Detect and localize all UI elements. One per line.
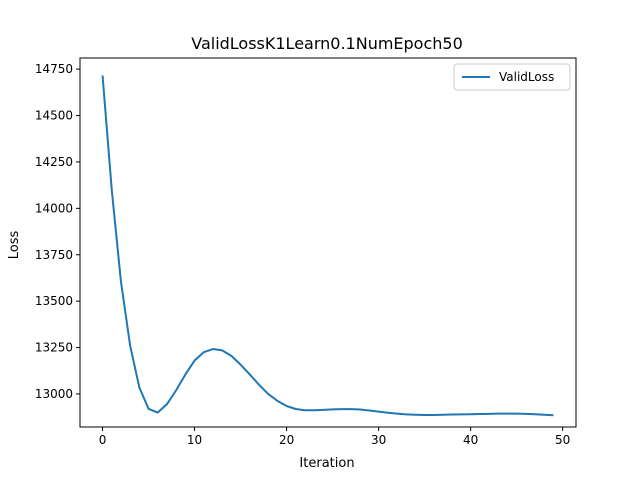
y-tick-label: 14750 xyxy=(35,62,73,76)
plot-area xyxy=(79,57,577,428)
x-tick-label: 40 xyxy=(463,433,478,447)
chart-title: ValidLossK1Learn0.1NumEpoch50 xyxy=(191,34,463,53)
y-tick-label: 13500 xyxy=(35,294,73,308)
x-tick-label: 0 xyxy=(99,433,107,447)
y-axis-ticks: 13000 13250 13500 13750 14000 14250 14500 14750 xyxy=(35,62,80,401)
x-tick-label: 50 xyxy=(555,433,570,447)
y-tick-label: 13750 xyxy=(35,248,73,262)
legend: ValidLoss xyxy=(453,63,571,91)
x-tick-label: 20 xyxy=(279,433,294,447)
x-axis-label: Iteration xyxy=(299,456,354,471)
y-tick-label: 13250 xyxy=(35,341,73,355)
y-tick-label: 14500 xyxy=(35,109,73,123)
y-axis-label: Loss xyxy=(7,231,22,260)
y-tick-label: 14000 xyxy=(35,201,73,215)
x-tick-label: 10 xyxy=(187,433,202,447)
y-tick-label: 14250 xyxy=(35,155,73,169)
axes-frame xyxy=(79,57,577,428)
legend-box xyxy=(453,63,571,91)
x-tick-label: 30 xyxy=(371,433,386,447)
series-line-validloss xyxy=(101,75,554,417)
legend-label: ValidLoss xyxy=(499,70,554,84)
x-axis-ticks: 0 10 20 30 40 50 xyxy=(99,427,570,447)
y-tick-label: 13000 xyxy=(35,387,73,401)
